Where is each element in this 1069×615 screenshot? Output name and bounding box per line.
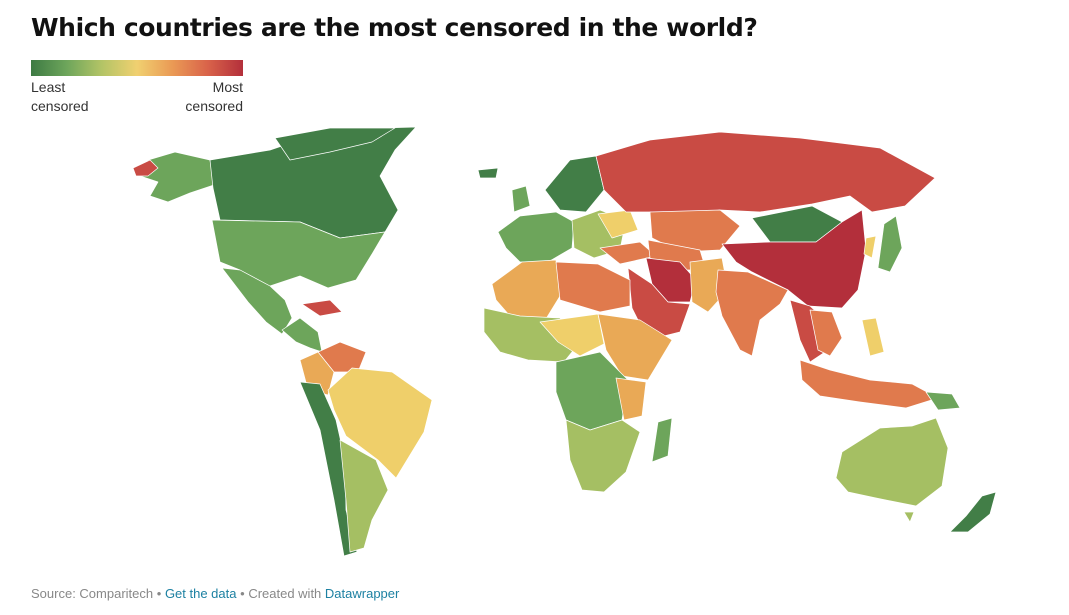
map-region-russia[interactable] [595, 131, 936, 217]
get-data-link[interactable]: Get the data [164, 586, 237, 601]
source-text: Source: Comparitech [31, 586, 154, 601]
map-region-uk[interactable] [511, 185, 531, 213]
legend-min-label: Least censored [31, 78, 121, 116]
map-region-east-africa[interactable] [615, 377, 647, 421]
map-region-ukraine[interactable] [597, 209, 639, 239]
map-region-new-zealand[interactable] [949, 491, 997, 533]
map-region-north-africa-east[interactable] [555, 261, 631, 313]
legend-min-line-1: Least [31, 79, 66, 95]
color-legend: Least censored Most censored [31, 60, 243, 116]
legend-max-line-1: Most [212, 79, 243, 95]
map-region-korea[interactable] [863, 235, 877, 259]
map-region-iceland[interactable] [477, 167, 499, 179]
created-with-text: Created with [248, 586, 322, 601]
chart-title: Which countries are the most censored in… [31, 13, 758, 42]
map-region-india[interactable] [715, 269, 789, 357]
map-region-mexico[interactable] [221, 267, 293, 335]
map-region-kazakhstan[interactable] [649, 209, 741, 253]
legend-max-label: Most censored [153, 78, 243, 116]
footer-separator: • [156, 586, 162, 601]
map-region-madagascar[interactable] [651, 417, 673, 463]
map-region-png[interactable] [925, 391, 961, 411]
map-region-greenland[interactable] [274, 127, 396, 161]
map-region-scandinavia[interactable] [544, 155, 605, 213]
legend-min-line-2: censored [31, 98, 89, 114]
map-region-usa[interactable] [211, 219, 386, 289]
legend-gradient-bar [31, 60, 243, 76]
map-region-caribbean[interactable] [301, 299, 343, 317]
map-region-philippines[interactable] [861, 317, 885, 357]
map-region-horn-of-africa[interactable] [597, 313, 673, 381]
map-region-brazil[interactable] [327, 367, 433, 479]
map-region-alaska-tip[interactable] [132, 159, 159, 177]
map-region-indonesia[interactable] [799, 359, 939, 409]
map-region-japan[interactable] [877, 215, 903, 273]
map-region-indochina[interactable] [809, 309, 843, 357]
map-region-china[interactable] [721, 209, 867, 309]
datawrapper-link[interactable]: Datawrapper [324, 586, 400, 601]
chart-footer: Source: Comparitech • Get the data • Cre… [31, 586, 399, 601]
map-region-southern-cone[interactable] [339, 439, 389, 553]
map-region-north-africa-west[interactable] [491, 259, 561, 323]
legend-labels: Least censored Most censored [31, 76, 243, 116]
map-region-sahel[interactable] [539, 313, 605, 357]
legend-max-line-2: censored [185, 98, 243, 114]
footer-separator-2: • [240, 586, 245, 601]
map-region-tasmania[interactable] [903, 511, 915, 523]
map-region-australia[interactable] [835, 417, 949, 507]
map-region-alaska[interactable] [139, 151, 215, 203]
map-region-western-europe[interactable] [497, 211, 575, 263]
map-region-southern-africa[interactable] [565, 419, 641, 493]
world-map [132, 126, 997, 557]
